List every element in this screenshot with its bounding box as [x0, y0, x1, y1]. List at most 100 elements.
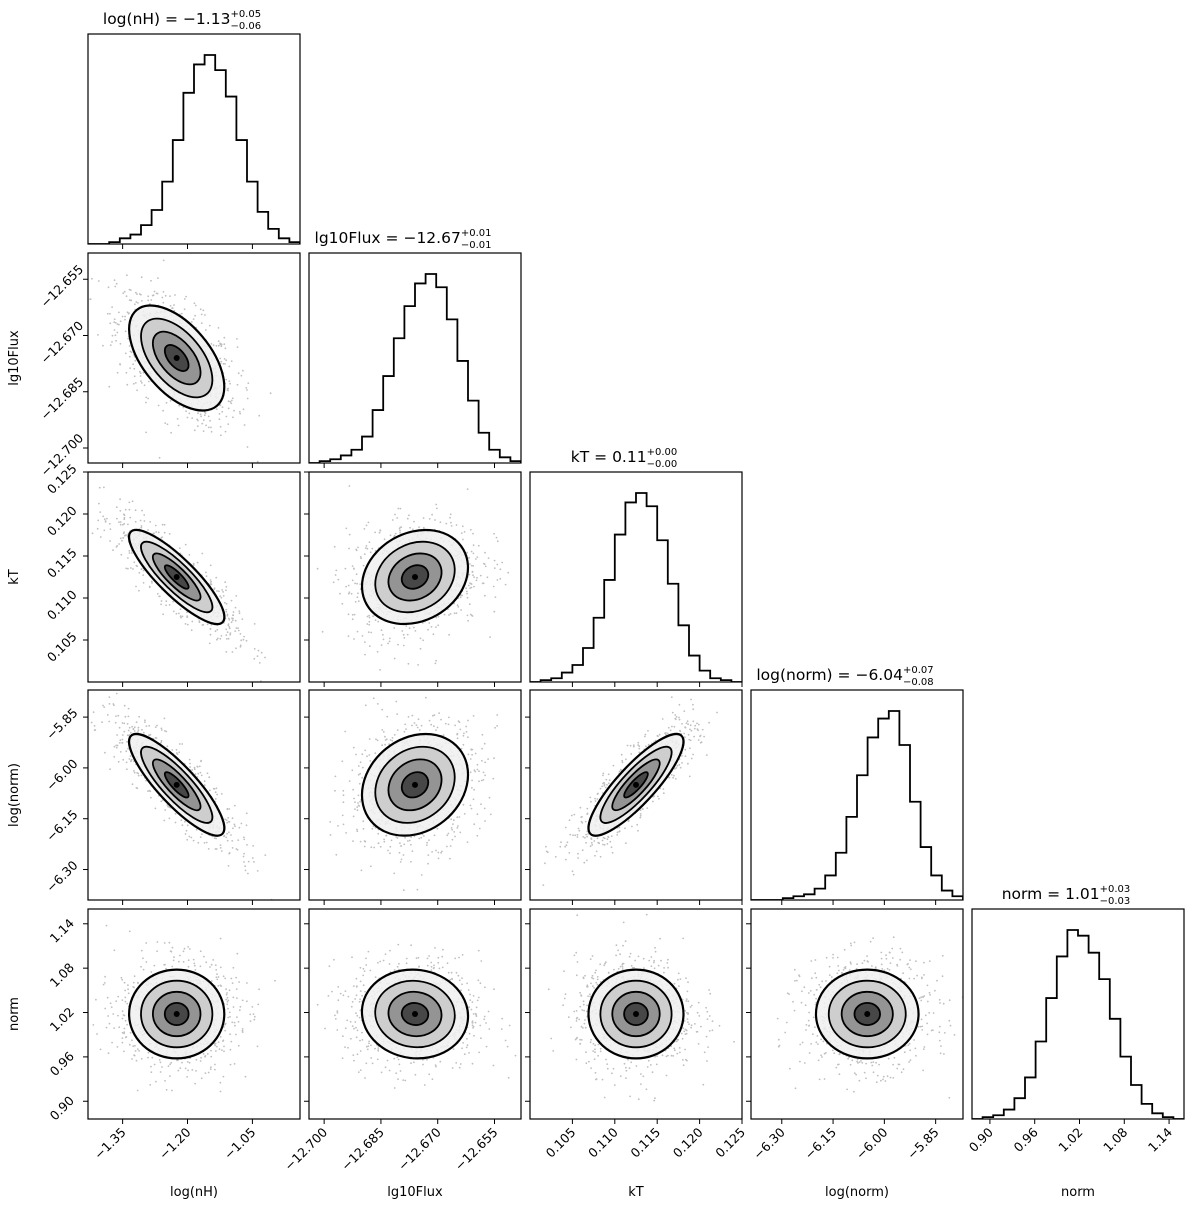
sample-point — [431, 513, 433, 516]
sample-point — [703, 735, 705, 738]
sample-point — [483, 807, 486, 810]
sample-point — [158, 456, 161, 459]
sample-point — [168, 604, 171, 606]
sample-point — [106, 517, 108, 520]
sample-point — [476, 813, 479, 816]
sample-point — [193, 302, 196, 305]
sample-point — [137, 726, 140, 729]
sample-point — [476, 556, 479, 558]
sample-point — [129, 350, 132, 353]
sample-point — [399, 532, 401, 534]
sample-point — [435, 849, 437, 852]
sample-point — [169, 305, 172, 307]
sample-point — [103, 486, 105, 489]
sample-point — [688, 775, 691, 778]
sample-point — [462, 538, 464, 541]
sample-point — [142, 731, 145, 734]
sample-point — [367, 521, 370, 524]
sample-point — [363, 840, 366, 842]
sample-point — [141, 509, 143, 512]
sample-point — [119, 363, 121, 365]
sample-point — [131, 725, 134, 728]
sample-point — [188, 835, 191, 838]
sample-point — [352, 746, 355, 749]
sample-point — [207, 426, 210, 429]
sample-point — [684, 755, 687, 757]
sample-point — [133, 730, 136, 732]
sample-point — [362, 828, 365, 830]
sample-point — [466, 596, 469, 599]
sample-point — [458, 721, 461, 724]
sample-point — [366, 755, 368, 758]
sample-point — [342, 789, 345, 792]
sample-point — [436, 827, 439, 830]
sample-point — [134, 520, 137, 523]
sample-point — [191, 769, 194, 771]
sample-point — [231, 619, 234, 622]
sample-point — [428, 839, 430, 841]
sample-point — [344, 567, 347, 570]
sample-point — [235, 595, 238, 597]
sample-point — [482, 562, 485, 565]
sample-point — [109, 540, 111, 542]
sample-point — [210, 430, 213, 433]
sample-point — [181, 824, 184, 827]
sample-point — [114, 285, 117, 288]
sample-point — [153, 290, 156, 293]
sample-point — [387, 642, 389, 645]
sample-point — [470, 550, 473, 553]
sample-point — [257, 649, 260, 652]
sample-point — [428, 622, 431, 624]
sample-point — [170, 431, 173, 434]
sample-point — [456, 827, 459, 829]
sample-point — [233, 409, 235, 412]
sample-point — [217, 340, 220, 343]
sample-point — [375, 738, 377, 741]
axes-frame — [87, 252, 301, 464]
sample-point — [228, 852, 231, 854]
panel-lognorm-vs-kt — [542, 696, 718, 886]
sample-point — [160, 739, 163, 742]
sample-point — [109, 312, 111, 315]
sample-point — [377, 832, 380, 835]
sample-point — [246, 389, 248, 391]
sample-point — [209, 582, 212, 584]
sample-point — [440, 718, 442, 721]
sample-point — [227, 387, 230, 390]
sample-point — [124, 352, 127, 355]
sample-point — [363, 845, 366, 848]
sample-point — [465, 587, 467, 590]
sample-point — [564, 845, 567, 848]
sample-point — [504, 583, 507, 586]
sample-point — [243, 424, 246, 426]
sample-point — [163, 523, 166, 526]
sample-point — [127, 715, 130, 718]
sample-point — [602, 836, 605, 839]
sample-point — [121, 738, 124, 741]
sample-point — [202, 430, 205, 432]
sample-point — [469, 804, 472, 807]
sample-point — [126, 768, 128, 771]
sample-point — [209, 419, 212, 422]
sample-point — [238, 826, 241, 829]
sample-point — [411, 714, 414, 717]
sample-point — [406, 517, 409, 520]
sample-point — [365, 545, 368, 547]
sample-point — [466, 488, 469, 490]
sample-point — [203, 414, 206, 417]
sample-point — [486, 576, 489, 579]
sample-point — [245, 824, 248, 827]
sample-point — [126, 274, 128, 277]
sample-point — [237, 629, 240, 632]
sample-point — [145, 725, 148, 727]
sample-point — [478, 827, 481, 830]
sample-point — [135, 786, 138, 789]
sample-point — [147, 295, 150, 298]
sample-point — [382, 731, 385, 733]
sample-point — [147, 380, 150, 383]
sample-point — [119, 320, 122, 323]
sample-point — [601, 785, 603, 788]
sample-point — [379, 529, 382, 532]
sample-point — [366, 547, 369, 550]
sample-point — [427, 862, 429, 865]
